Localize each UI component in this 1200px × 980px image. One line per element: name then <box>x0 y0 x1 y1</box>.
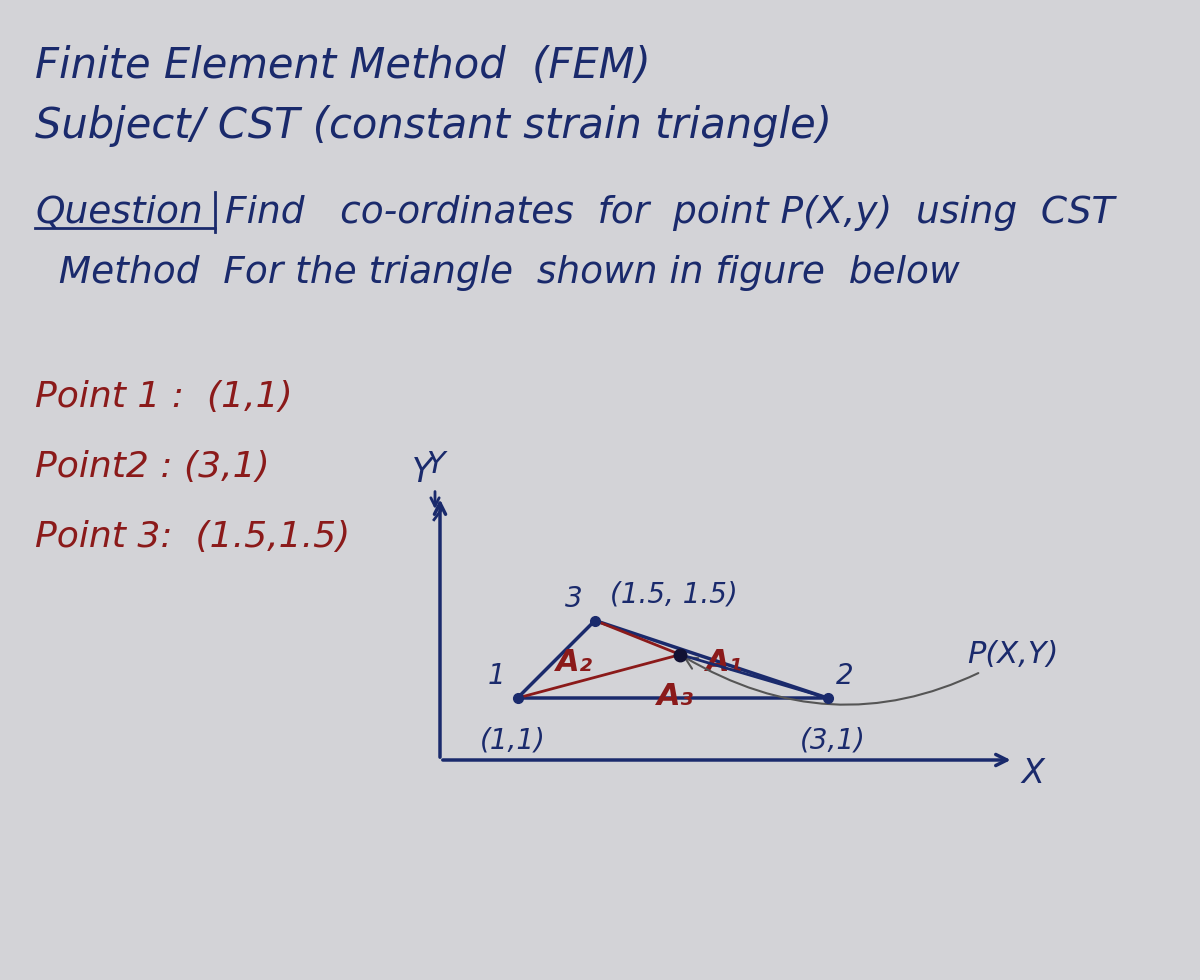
Text: Finite Element Method  (FEM): Finite Element Method (FEM) <box>35 45 650 87</box>
Text: Point2 : (3,1): Point2 : (3,1) <box>35 450 270 484</box>
Text: A₂: A₂ <box>556 648 593 677</box>
Text: 2: 2 <box>835 662 853 690</box>
Text: Subject/ CST (constant strain triangle): Subject/ CST (constant strain triangle) <box>35 105 832 147</box>
Text: (1,1): (1,1) <box>480 726 546 754</box>
Text: P(X,Y): P(X,Y) <box>685 640 1058 705</box>
Text: Y: Y <box>426 450 444 479</box>
Text: X: X <box>1021 757 1044 790</box>
Text: Question: Question <box>35 195 203 231</box>
Text: Point 3:  (1.5,1.5): Point 3: (1.5,1.5) <box>35 520 350 554</box>
Text: A₁: A₁ <box>706 648 743 677</box>
Text: Method  For the triangle  shown in figure  below: Method For the triangle shown in figure … <box>35 255 960 291</box>
Text: (3,1): (3,1) <box>799 726 865 754</box>
Text: Y: Y <box>412 456 432 489</box>
Text: Find   co-ordinates  for  point P(X,y)  using  CST: Find co-ordinates for point P(X,y) using… <box>226 195 1115 231</box>
Text: Point 1 :  (1,1): Point 1 : (1,1) <box>35 380 293 414</box>
Text: 3: 3 <box>565 584 583 612</box>
Text: 1: 1 <box>488 662 505 690</box>
Text: A₃: A₃ <box>656 681 694 710</box>
Text: (1.5, 1.5): (1.5, 1.5) <box>610 580 738 609</box>
